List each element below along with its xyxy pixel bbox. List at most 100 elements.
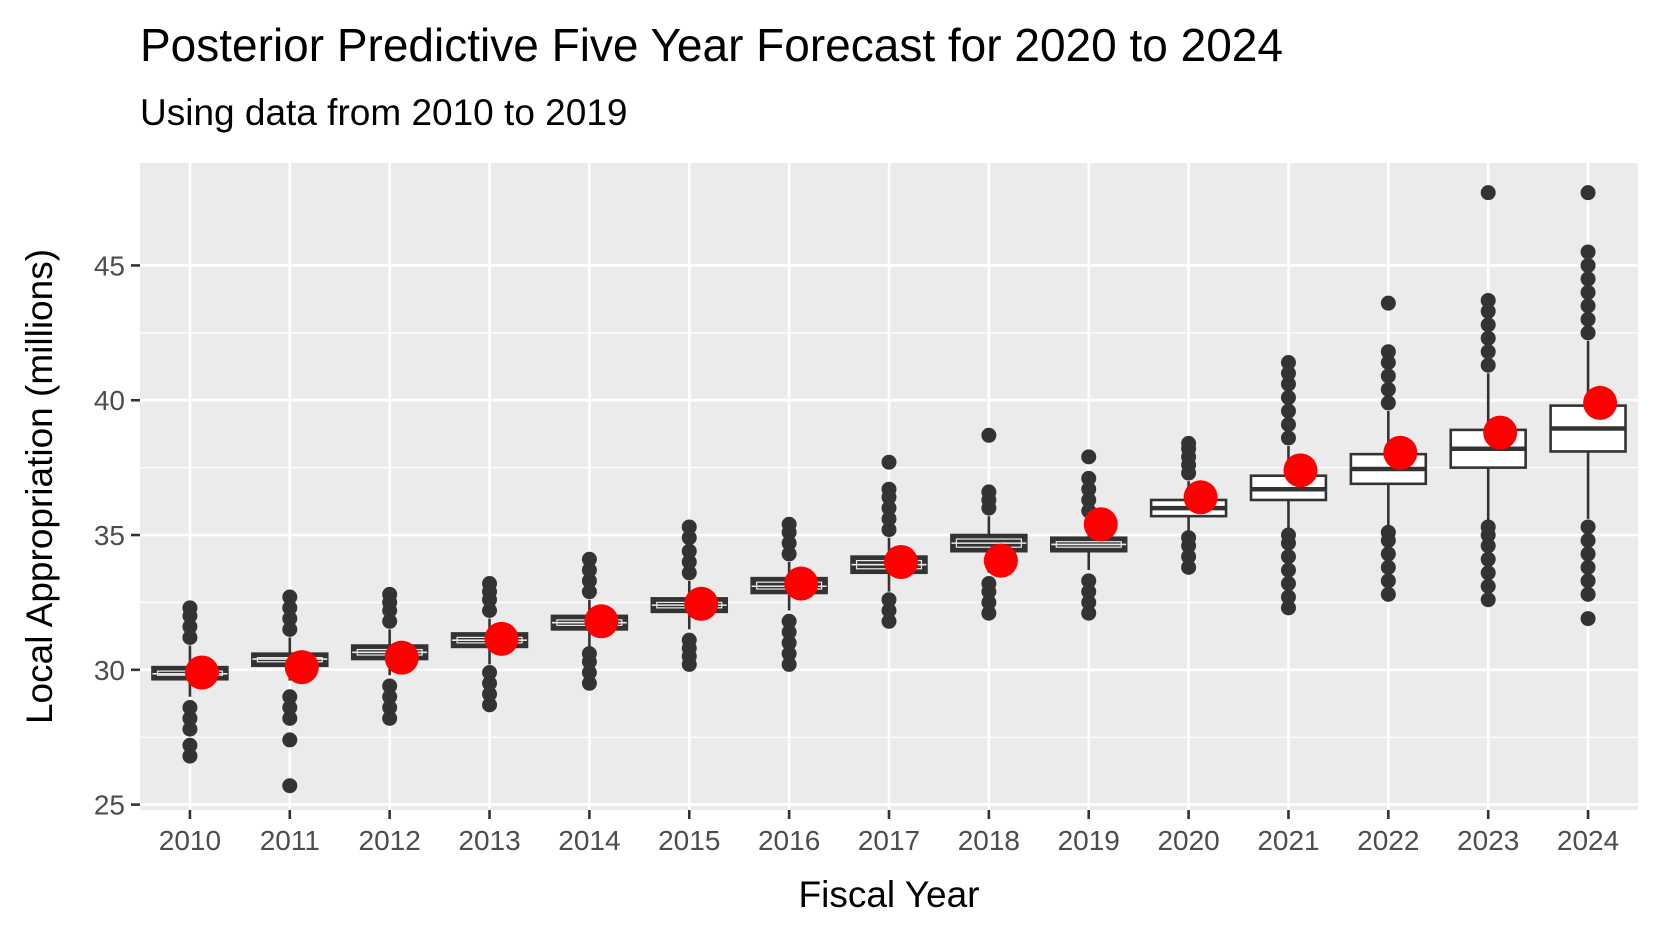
outlier-point: [182, 737, 198, 753]
outlier-point: [1181, 530, 1197, 546]
outlier-point: [1480, 330, 1496, 346]
outlier-point: [182, 619, 198, 635]
outlier-point: [981, 605, 997, 621]
outlier-point: [1081, 573, 1097, 589]
x-tick-label: 2017: [858, 825, 920, 856]
outlier-point: [1480, 519, 1496, 535]
outlier-point: [681, 632, 697, 648]
outlier-point: [382, 710, 398, 726]
outlier-point: [182, 748, 198, 764]
outlier-point: [182, 629, 198, 645]
outlier-point: [881, 454, 897, 470]
outlier-point: [1081, 594, 1097, 610]
outlier-point: [681, 565, 697, 581]
outlier-point: [1081, 449, 1097, 465]
chart-subtitle: Using data from 2010 to 2019: [140, 92, 628, 133]
observed-point-2018: [983, 543, 1018, 578]
observed-point-2019: [1083, 507, 1118, 542]
observed-point-2020: [1183, 480, 1218, 515]
outlier-point: [1580, 257, 1596, 273]
observed-point-2017: [884, 544, 918, 579]
observed-point-2015: [684, 586, 719, 621]
outlier-point: [1081, 584, 1097, 600]
outlier-point: [881, 522, 897, 538]
outlier-point: [1380, 295, 1396, 311]
outlier-point: [1181, 435, 1197, 451]
outlier-point: [1580, 573, 1596, 589]
outlier-point: [282, 689, 298, 705]
observed-point-2016: [784, 566, 819, 601]
outlier-point: [1580, 284, 1596, 300]
outlier-point: [482, 686, 498, 702]
outlier-point: [581, 646, 597, 662]
observed-point-2010: [184, 655, 219, 690]
x-tick-label: 2024: [1557, 825, 1619, 856]
outlier-point: [781, 646, 797, 662]
outlier-point: [881, 592, 897, 608]
outlier-point: [1380, 381, 1396, 397]
y-tick-label: 45: [94, 250, 125, 281]
outlier-point: [282, 700, 298, 716]
outlier-point: [1081, 470, 1097, 486]
outlier-point: [282, 778, 298, 794]
outlier-point: [1480, 357, 1496, 373]
outlier-point: [1280, 416, 1296, 432]
outlier-point: [681, 554, 697, 570]
outlier-point: [1580, 271, 1596, 287]
outlier-point: [1580, 611, 1596, 627]
outlier-point: [1380, 354, 1396, 370]
outlier-point: [1580, 519, 1596, 535]
outlier-point: [282, 600, 298, 616]
outlier-point: [382, 689, 398, 705]
observed-point-2014: [584, 604, 619, 639]
outlier-point: [1380, 344, 1396, 360]
outlier-point: [781, 613, 797, 629]
outlier-point: [282, 710, 298, 726]
outlier-point: [681, 519, 697, 535]
outlier-point: [581, 562, 597, 578]
outlier-point: [1380, 559, 1396, 575]
outlier-point: [781, 635, 797, 651]
outlier-point: [1480, 317, 1496, 333]
outlier-point: [1480, 292, 1496, 308]
outlier-point: [981, 427, 997, 443]
outlier-point: [382, 700, 398, 716]
outlier-point: [182, 721, 198, 737]
outlier-point: [1280, 376, 1296, 392]
outlier-point: [1380, 368, 1396, 384]
box-2018: [950, 427, 1028, 621]
outlier-point: [1280, 576, 1296, 592]
x-tick-label: 2014: [558, 825, 620, 856]
outlier-point: [1280, 549, 1296, 565]
outlier-point: [282, 732, 298, 748]
outlier-point: [1280, 354, 1296, 370]
outlier-point: [1580, 311, 1596, 327]
outlier-point: [881, 603, 897, 619]
outlier-point: [1280, 562, 1296, 578]
outlier-point: [1580, 325, 1596, 341]
outlier-point: [1580, 546, 1596, 562]
observed-point-2013: [484, 621, 519, 656]
outlier-point: [781, 546, 797, 562]
x-tick-label: 2023: [1457, 825, 1519, 856]
outlier-point: [1280, 403, 1296, 419]
outlier-point: [1181, 549, 1197, 565]
outlier-point: [1380, 586, 1396, 602]
outlier-point: [1580, 532, 1596, 548]
outlier-point: [881, 511, 897, 527]
outlier-point: [182, 710, 198, 726]
outlier-point: [1081, 492, 1097, 508]
observed-point-2011: [284, 650, 319, 685]
outlier-point: [1280, 589, 1296, 605]
outlier-point: [1480, 565, 1496, 581]
outlier-point: [1480, 578, 1496, 594]
observed-point-2021: [1283, 453, 1318, 488]
x-tick-label: 2011: [260, 825, 320, 856]
outlier-point: [881, 613, 897, 629]
outlier-point: [1380, 546, 1396, 562]
x-tick-label: 2015: [658, 825, 720, 856]
outlier-point: [182, 700, 198, 716]
outlier-point: [581, 551, 597, 567]
outlier-point: [282, 621, 298, 637]
box-2019: [1049, 449, 1128, 621]
